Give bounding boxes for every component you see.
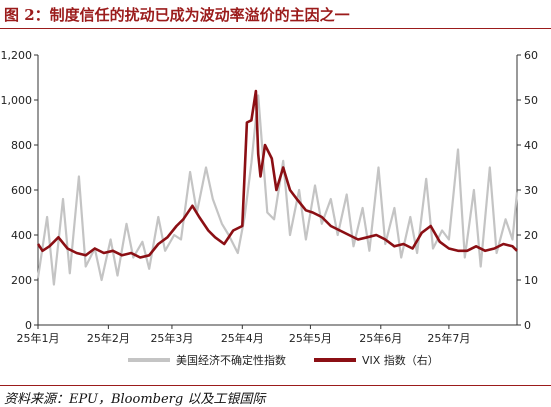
source-divider <box>0 385 551 386</box>
x-tick-label: 25年5月 <box>289 331 332 345</box>
x-tick-label: 25年7月 <box>427 331 470 345</box>
legend-item-vix: VIX 指数（右） <box>314 352 439 368</box>
y-right-tick-label: 60 <box>524 49 538 62</box>
legend-label-vix: VIX 指数（右） <box>362 354 439 367</box>
y-left-tick-label: 1,200 <box>1 49 33 62</box>
y-right-tick-label: 20 <box>524 229 538 242</box>
y-right-tick-label: 10 <box>524 274 538 287</box>
source-note: 资料来源：EPU，Bloomberg 以及工银国际 <box>4 392 266 407</box>
x-tick-label: 25年3月 <box>150 331 193 345</box>
figure-title: 图 2：制度信任的扰动已成为波动率溢价的主因之一 <box>4 6 350 24</box>
line-chart: 0 200 400 600 800 1,000 1,200 0 10 20 30 40 50 60 25年1… <box>1 49 539 345</box>
y-right-tick-label: 0 <box>524 319 531 332</box>
y-right-tick-label: 30 <box>524 184 538 197</box>
chart-legend: 美国经济不确定性指数 VIX 指数（右） <box>0 352 551 368</box>
x-tick-label: 25年1月 <box>17 331 60 345</box>
legend-item-epu: 美国经济不确定性指数 <box>128 352 286 368</box>
y-left-tick-label: 200 <box>11 274 32 287</box>
title-divider <box>0 28 551 29</box>
legend-swatch-vix <box>314 358 356 362</box>
y-left-tick-label: 800 <box>11 139 32 152</box>
series-line-vix <box>36 89 518 259</box>
x-tick-label: 25年6月 <box>359 331 402 345</box>
y-right-tick-label: 50 <box>524 94 538 107</box>
title-bar: 图 2：制度信任的扰动已成为波动率溢价的主因之一 <box>0 0 551 30</box>
y-right-tick-label: 40 <box>524 139 538 152</box>
y-left-tick-label: 1,000 <box>1 94 33 107</box>
legend-swatch-epu <box>128 358 170 362</box>
y-left-tick-label: 400 <box>11 229 32 242</box>
x-tick-label: 25年2月 <box>87 331 130 345</box>
y-left-tick-label: 0 <box>25 319 32 332</box>
series-line-epu <box>36 94 519 286</box>
y-left-tick-label: 600 <box>11 184 32 197</box>
x-tick-label: 25年4月 <box>221 331 264 345</box>
legend-label-epu: 美国经济不确定性指数 <box>176 354 286 367</box>
